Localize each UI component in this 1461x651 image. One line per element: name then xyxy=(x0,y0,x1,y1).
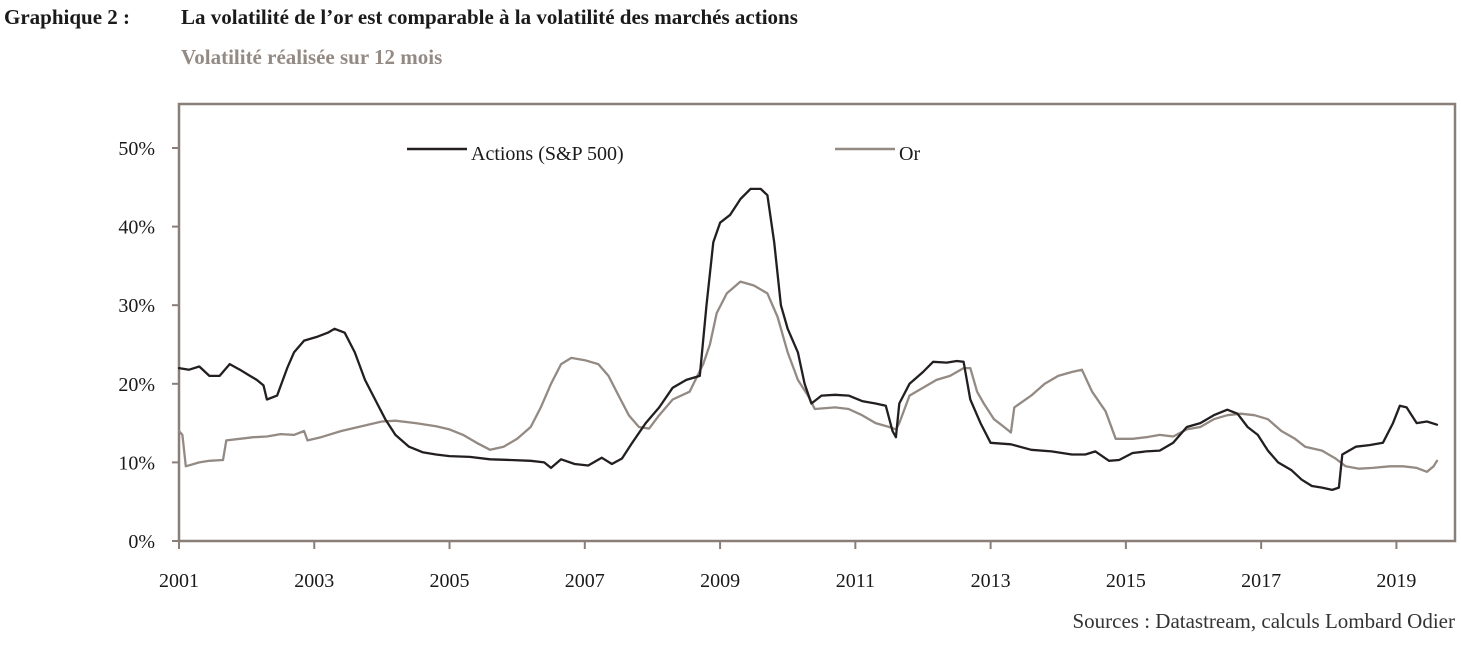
x-tick-label: 2003 xyxy=(294,570,334,592)
series-line-gold xyxy=(177,280,1439,473)
x-tick-label: 2005 xyxy=(430,570,470,592)
y-tick-label: 40% xyxy=(118,217,155,239)
series-line-equities xyxy=(177,187,1439,492)
legend: Actions (S&P 500) Or xyxy=(407,143,920,165)
y-tick-label: 0% xyxy=(128,531,155,553)
chart-subtitle: Volatilité réalisée sur 12 mois xyxy=(181,45,443,69)
x-tick-label: 2019 xyxy=(1376,570,1416,592)
plot-frame xyxy=(177,102,1457,543)
legend-label-equities: Actions (S&P 500) xyxy=(471,143,624,165)
x-tick-label: 2015 xyxy=(1106,570,1146,592)
y-tick-label: 50% xyxy=(118,138,155,160)
y-tick-label: 30% xyxy=(118,295,155,317)
x-tick-label: 2013 xyxy=(971,570,1011,592)
y-tick-label: 20% xyxy=(118,374,155,396)
x-tick-label: 2017 xyxy=(1241,570,1281,592)
legend-label-gold: Or xyxy=(899,143,920,165)
chart-number-label: Graphique 2 : xyxy=(4,5,131,29)
y-tick-label: 10% xyxy=(118,452,155,474)
x-tick-label: 2011 xyxy=(836,570,875,592)
chart-title: La volatilité de l’or est comparable à l… xyxy=(181,5,798,29)
source-note: Sources : Datastream, calculs Lombard Od… xyxy=(1072,609,1455,633)
x-tick-label: 2007 xyxy=(565,570,605,592)
x-tick-label: 2001 xyxy=(159,570,199,592)
axes: 0% 10% 20% 30% 40% 50% 2001 2003 2005 2007 2009 201… xyxy=(118,102,1457,592)
series-lines xyxy=(177,187,1439,492)
x-tick-label: 2009 xyxy=(700,570,740,592)
